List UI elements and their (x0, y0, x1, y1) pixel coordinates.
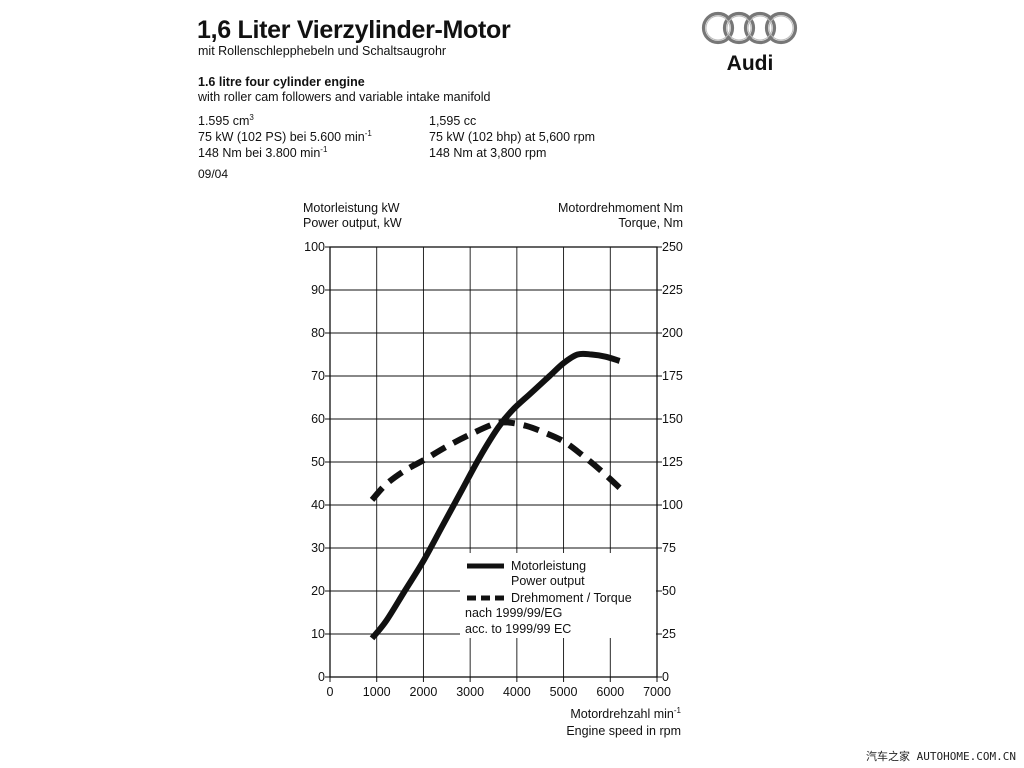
right-tick-label: 125 (662, 455, 683, 469)
x-tick-label: 0 (327, 685, 334, 699)
audi-rings-icon (701, 11, 798, 45)
right-tick-label: 100 (662, 498, 683, 512)
spec-power-de: 75 kW (102 PS) bei 5.600 min-1 (198, 129, 372, 145)
legend-label-power-en: Power output (511, 574, 585, 588)
left-tick-label: 50 (311, 455, 325, 469)
audi-logo-text: Audi (727, 52, 774, 74)
left-tick-label: 100 (304, 240, 325, 254)
left-tick-label: 80 (311, 326, 325, 340)
x-tick-label: 1000 (363, 685, 391, 699)
page-subtitle: mit Rollenschlepphebeln und Schaltsaugro… (198, 44, 447, 58)
right-tick-label: 50 (662, 584, 676, 598)
right-tick-label: 0 (662, 670, 669, 684)
legend-note-de: nach 1999/99/EG (465, 606, 562, 620)
left-tick-label: 40 (311, 498, 325, 512)
left-tick-label: 10 (311, 627, 325, 641)
document-date: 09/04 (198, 167, 229, 181)
audi-logo: Audi (701, 11, 798, 74)
x-tick-label: 7000 (643, 685, 671, 699)
x-tick-label: 5000 (550, 685, 578, 699)
x-axis-label-de: Motordrehzahl min-1 (570, 706, 681, 721)
page-title: 1,6 Liter Vierzylinder-Motor (197, 16, 511, 44)
x-tick-label: 3000 (456, 685, 484, 699)
x-axis-label-en: Engine speed in rpm (566, 724, 681, 738)
left-tick-label: 0 (318, 670, 325, 684)
left-tick-label: 30 (311, 541, 325, 555)
english-title: 1.6 litre four cylinder engine (198, 75, 365, 89)
left-tick-label: 90 (311, 283, 325, 297)
spec-torque-de: 148 Nm bei 3.800 min-1 (198, 145, 328, 161)
left-tick-label: 60 (311, 412, 325, 426)
right-tick-label: 150 (662, 412, 683, 426)
right-tick-label: 225 (662, 283, 683, 297)
specs-german: 1.595 cm3 75 kW (102 PS) bei 5.600 min-1… (198, 113, 372, 161)
right-tick-label: 200 (662, 326, 683, 340)
spec-torque-en: 148 Nm at 3,800 rpm (429, 146, 547, 160)
right-tick-label: 25 (662, 627, 676, 641)
specs-english: 1,595 cc 75 kW (102 bhp) at 5,600 rpm 14… (429, 113, 595, 161)
right-axis-label-de: Motordrehmoment Nm (558, 201, 683, 215)
right-tick-label: 175 (662, 369, 683, 383)
x-tick-label: 4000 (503, 685, 531, 699)
watermark: 汽车之家 AUTOHOME.COM.CN (866, 750, 1016, 763)
legend-label-power-de: Motorleistung (511, 559, 586, 573)
left-tick-label: 20 (311, 584, 325, 598)
x-tick-label: 2000 (410, 685, 438, 699)
chart-tick-labels: 0102030405060708090100025507510012515017… (304, 240, 683, 699)
x-tick-label: 6000 (596, 685, 624, 699)
spec-displacement-de: 1.595 cm3 (198, 113, 254, 129)
spec-power-en: 75 kW (102 bhp) at 5,600 rpm (429, 130, 596, 144)
english-subtitle: with roller cam followers and variable i… (198, 90, 491, 104)
right-axis-label-en: Torque, Nm (618, 216, 683, 230)
legend-note-en: acc. to 1999/99 EC (465, 622, 571, 636)
legend-label-torque: Drehmoment / Torque (511, 591, 632, 605)
right-tick-label: 250 (662, 240, 683, 254)
spec-displacement-en: 1,595 cc (429, 114, 477, 128)
chart-series (369, 350, 622, 641)
left-tick-label: 70 (311, 369, 325, 383)
left-axis-label-en: Power output, kW (303, 216, 402, 230)
power-series-line (369, 350, 621, 641)
left-axis-label-de: Motorleistung kW (303, 201, 400, 215)
torque-series-line (369, 419, 622, 502)
right-tick-label: 75 (662, 541, 676, 555)
chart-legend: Motorleistung Power output Drehmoment / … (460, 553, 656, 638)
